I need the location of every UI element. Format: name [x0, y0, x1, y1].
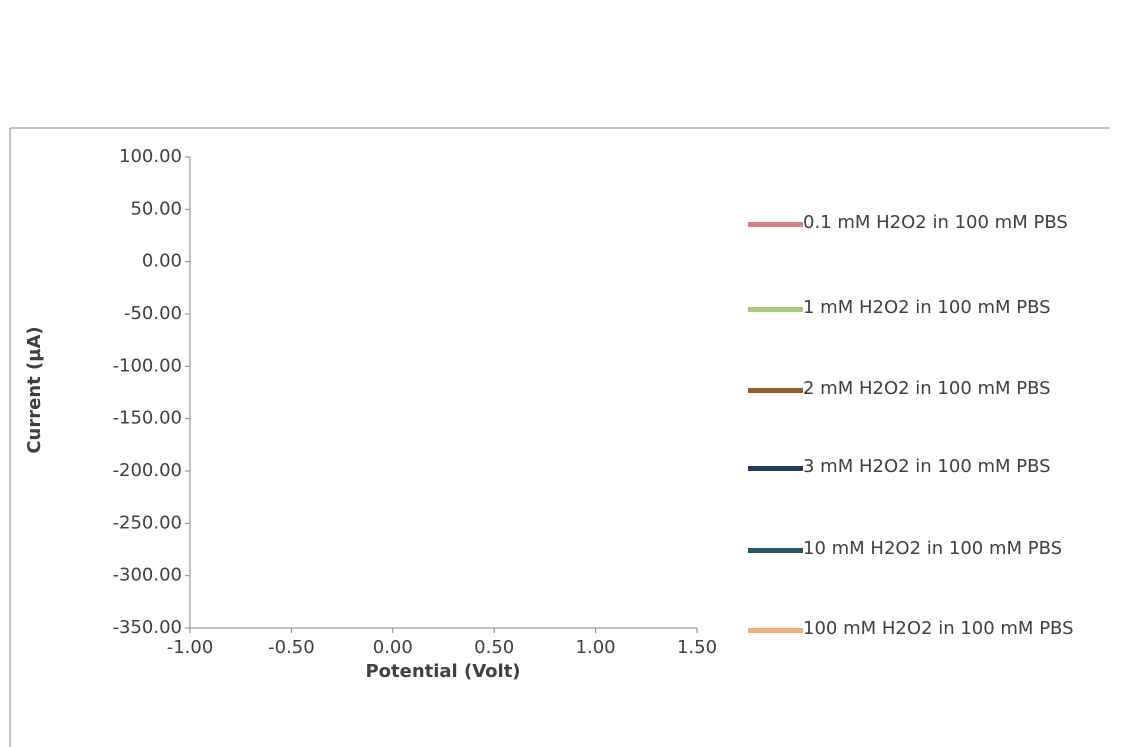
legend-label: 10 mM H2O2 in 100 mM PBS [803, 534, 1118, 564]
x-tick-label: 0.00 [373, 637, 413, 658]
y-tick-label: 50.00 [130, 198, 182, 219]
legend-label: 0.1 mM H2O2 in 100 mM PBS [803, 208, 1118, 238]
legend-swatch [748, 548, 803, 553]
x-tick-label: 0.50 [474, 637, 514, 658]
y-tick-label: -100.00 [113, 355, 182, 376]
legend-item: 3 mM H2O2 in 100 mM PBS [748, 456, 1118, 482]
legend-label: 100 mM H2O2 in 100 mM PBS [803, 614, 1118, 644]
y-tick-label: -200.00 [113, 460, 182, 481]
y-axis-title: Current (µA) [24, 326, 45, 453]
y-tick-label: 0.00 [142, 251, 182, 272]
y-tick-label: 100.00 [119, 146, 182, 167]
legend-swatch [748, 628, 803, 633]
y-tick-label: -150.00 [113, 408, 182, 429]
y-tick-label: -300.00 [113, 565, 182, 586]
legend-swatch [748, 307, 803, 312]
legend-item: 10 mM H2O2 in 100 mM PBS [748, 538, 1118, 564]
x-tick-label: 1.00 [576, 637, 616, 658]
page: Current (µA) Potential (Volt) 100.00 50.0… [0, 0, 1133, 747]
x-tick-label: -1.00 [167, 637, 214, 658]
legend-item: 0.1 mM H2O2 in 100 mM PBS [748, 212, 1118, 238]
legend-item: 100 mM H2O2 in 100 mM PBS [748, 618, 1118, 644]
legend-swatch [748, 388, 803, 393]
y-tick-label: -250.00 [113, 512, 182, 533]
legend-item: 1 mM H2O2 in 100 mM PBS [748, 297, 1118, 323]
y-tick-label: -350.00 [113, 617, 182, 638]
legend-label: 2 mM H2O2 in 100 mM PBS [803, 374, 1118, 404]
legend-swatch [748, 222, 803, 227]
legend-swatch [748, 466, 803, 471]
legend-item: 2 mM H2O2 in 100 mM PBS [748, 378, 1118, 404]
x-tick-label: -0.50 [268, 637, 315, 658]
legend-label: 1 mM H2O2 in 100 mM PBS [803, 293, 1118, 323]
x-axis-title: Potential (Volt) [365, 661, 520, 682]
x-tick-label: 1.50 [677, 637, 717, 658]
legend-label: 3 mM H2O2 in 100 mM PBS [803, 452, 1118, 482]
y-tick-label: -50.00 [124, 303, 182, 324]
